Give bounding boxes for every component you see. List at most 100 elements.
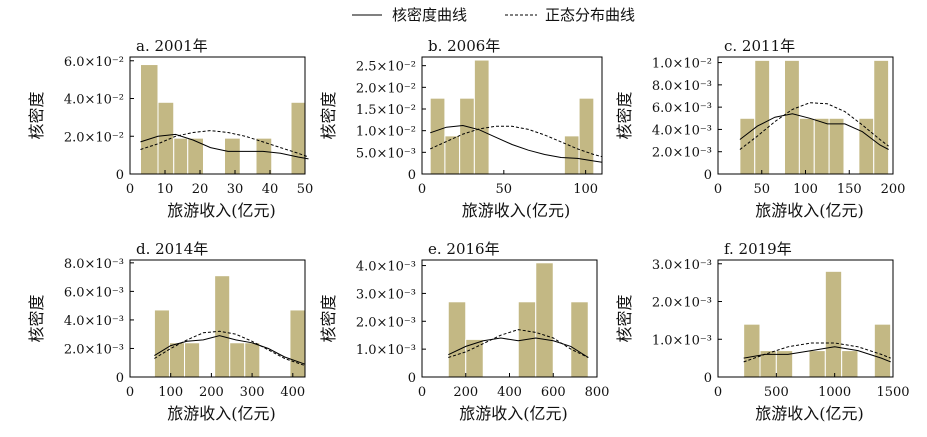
histogram-bar (224, 137, 241, 175)
histogram-bar (429, 97, 446, 175)
y-axis-title: 核密度 (319, 294, 338, 342)
y-tick-label: 0 (408, 168, 416, 183)
x-tick-label: 100 (158, 385, 183, 400)
x-tick-label: 50 (753, 182, 770, 197)
histogram-bar (465, 338, 484, 378)
histogram-bar (813, 117, 830, 175)
histogram-bar (214, 275, 231, 378)
x-tick-label: 1000 (818, 385, 851, 400)
y-tick-label: 0 (116, 168, 124, 183)
panel-title: c. 2011年 (724, 37, 795, 55)
y-tick-label: 0 (408, 371, 416, 386)
histogram-bar (184, 342, 201, 378)
histogram-bar (444, 135, 461, 175)
histogram-bar (447, 301, 467, 378)
histogram-bar (244, 342, 261, 378)
x-tick-label: 30 (227, 182, 244, 197)
y-axis-title: 核密度 (27, 294, 46, 342)
panel-title: b. 2006年 (428, 37, 500, 55)
x-tick-label: 500 (764, 385, 789, 400)
x-tick-label: 50 (297, 182, 314, 197)
legend-kde-label: 核密度曲线 (392, 6, 467, 24)
y-tick-label: 4.0×10⁻² (64, 93, 124, 108)
x-tick-label: 40 (262, 182, 279, 197)
histogram-bar (153, 309, 170, 378)
y-tick-label: 2.0×10⁻² (64, 130, 124, 145)
y-tick-label: 6.0×10⁻³ (652, 101, 712, 116)
y-tick-label: 4.0×10⁻³ (64, 314, 124, 329)
panel-title: f. 2019年 (724, 240, 792, 258)
kde-curve (140, 133, 309, 160)
x-tick-label: 400 (497, 385, 522, 400)
y-tick-label: 0 (704, 168, 712, 183)
y-tick-label: 4.0×10⁻³ (356, 260, 416, 275)
x-tick-label: 100 (793, 182, 818, 197)
y-tick-label: 8.0×10⁻³ (64, 257, 124, 272)
x-axis-title: 旅游收入(亿元) (755, 201, 864, 220)
histogram-bar (784, 59, 800, 175)
y-tick-label: 0 (704, 371, 712, 386)
histogram-bar (754, 59, 771, 175)
y-tick-label: 2.5×10⁻² (356, 60, 416, 75)
panel-title: d. 2014年 (136, 240, 208, 258)
kde-curve (448, 337, 589, 358)
kde-curve (739, 113, 889, 150)
y-tick-label: 2.0×10⁻³ (652, 146, 712, 161)
x-tick-label: 0 (126, 182, 134, 197)
x-axis-title: 旅游收入(亿元) (167, 201, 276, 220)
y-tick-label: 5.0×10⁻³ (356, 146, 416, 161)
axes-frame (717, 259, 894, 378)
y-axis-title: 核密度 (319, 91, 338, 139)
chart-panel-3: 0 50 100 150 200 0 2.0×10⁻³ 4.0×10⁻³ 6.0×10⁻³ 8.0… (615, 37, 905, 220)
kde-curve (154, 335, 306, 365)
histogram-bar (459, 97, 475, 175)
x-tick-label: 1500 (876, 385, 909, 400)
x-tick-label: 150 (837, 182, 862, 197)
legend: 核密度曲线 正态分布曲线 (352, 6, 635, 24)
y-tick-label: 2.0×10⁻² (356, 81, 416, 96)
x-axis-title: 旅游收入(亿元) (462, 201, 571, 220)
kde-curve (430, 124, 603, 163)
x-axis-title: 旅游收入(亿元) (755, 404, 864, 423)
y-tick-label: 6.0×10⁻² (64, 55, 124, 70)
histogram-bar (535, 262, 554, 378)
normal-curve (743, 342, 891, 363)
axes-frame (129, 56, 306, 175)
x-tick-label: 0 (418, 385, 426, 400)
x-tick-label: 200 (881, 182, 906, 197)
y-tick-label: 1.0×10⁻³ (356, 343, 416, 358)
x-axis-title: 旅游收入(亿元) (167, 404, 276, 423)
histogram-bar (570, 301, 589, 378)
x-tick-label: 0 (418, 182, 426, 197)
y-tick-label: 3.0×10⁻³ (356, 287, 416, 302)
x-tick-label: 0 (126, 385, 134, 400)
histogram-bar (743, 323, 761, 378)
y-tick-label: 6.0×10⁻³ (64, 285, 124, 300)
histogram-bar (858, 117, 875, 175)
histogram-bar (290, 101, 306, 175)
histogram-bar (563, 135, 580, 175)
y-tick-label: 1.0×10⁻³ (652, 333, 712, 348)
normal-curve (448, 329, 589, 358)
panel-title: a. 2001年 (136, 37, 208, 55)
x-tick-label: 400 (280, 385, 305, 400)
y-tick-label: 0 (116, 371, 124, 386)
histogram-bar (828, 117, 845, 175)
y-tick-label: 1.0×10⁻² (356, 125, 416, 140)
y-axis-title: 核密度 (615, 91, 634, 139)
x-tick-label: 300 (240, 385, 265, 400)
x-tick-label: 100 (573, 182, 598, 197)
chart-panel-5: 0 200 400 600 800 0 1.0×10⁻³ 2.0×10⁻³ 3.0×10⁻³ 4.… (319, 240, 609, 423)
histogram-bar (289, 309, 306, 378)
chart-panel-1: 0 10 20 30 40 50 0 2.0×10⁻² 4.0×10⁻² 6.0×10⁻² a. 2… (27, 37, 313, 220)
histogram-bar (255, 137, 273, 175)
x-tick-label: 0 (714, 182, 722, 197)
histogram-bar (798, 117, 815, 175)
y-tick-label: 1.5×10⁻² (356, 103, 416, 118)
chart-panel-6: 0 500 1000 1500 0 1.0×10⁻³ 2.0×10⁻³ 3.0×10⁻³ f. … (615, 240, 910, 423)
histogram-bar (739, 117, 756, 175)
histogram-bar (841, 350, 859, 378)
histogram-bar (140, 64, 159, 175)
